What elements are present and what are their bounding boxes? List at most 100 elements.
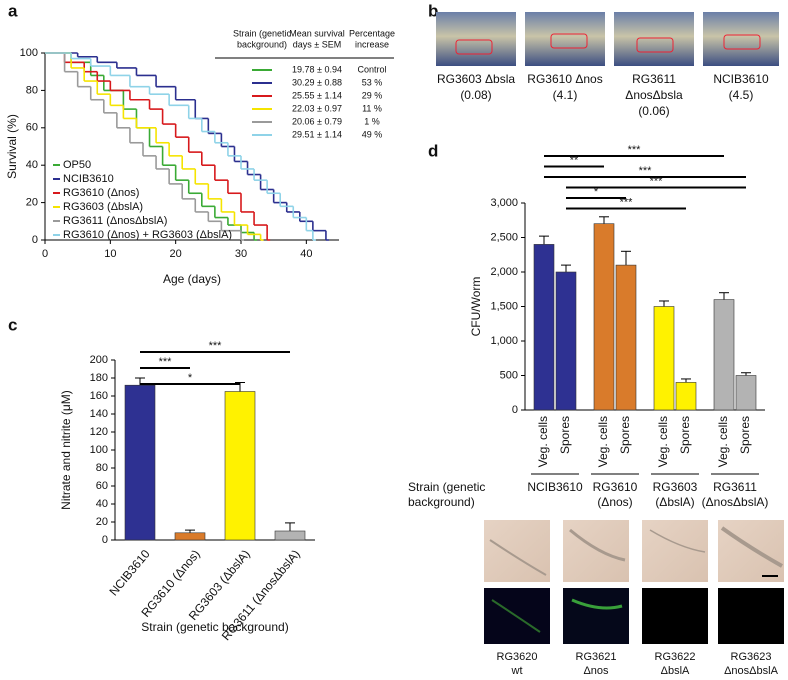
group-label: (ΔnosΔbslA) xyxy=(702,495,769,509)
photo-caption: RG3620 xyxy=(497,651,538,663)
y-axis-label: Nitrate and nitrite (μM) xyxy=(59,390,73,510)
photo-caption: ΔnosΔbsla xyxy=(625,88,683,102)
y-tick-label: 2,500 xyxy=(490,231,518,243)
y-tick-label: 1,500 xyxy=(490,300,518,312)
photo xyxy=(703,12,779,66)
group-title: background) xyxy=(408,495,475,509)
bar xyxy=(274,530,306,541)
y-tick-label: 0 xyxy=(32,234,38,246)
significance-label: ** xyxy=(570,154,579,166)
group-label: RG3603 xyxy=(653,480,698,494)
x-tick-label: 30 xyxy=(235,248,247,260)
photo xyxy=(563,520,629,582)
tube-photos xyxy=(436,12,779,66)
worm xyxy=(569,528,626,562)
fluorescence xyxy=(571,598,623,610)
photo-caption: RG3621 xyxy=(576,651,617,663)
y-tick-label: 80 xyxy=(96,462,108,474)
bar xyxy=(533,244,555,411)
x-tick-label: NCIB3610 xyxy=(106,547,153,599)
y-tick-label: 200 xyxy=(90,354,108,366)
photo-caption: (4.5) xyxy=(729,88,754,102)
y-tick-label: 120 xyxy=(90,426,108,438)
highlight-box xyxy=(723,34,761,50)
bar xyxy=(224,391,256,541)
significance-label: *** xyxy=(620,196,634,208)
photo xyxy=(563,588,629,644)
y-tick-label: 140 xyxy=(90,408,108,420)
table-cell: 29.51 ± 1.14 xyxy=(292,129,342,139)
y-tick-label: 180 xyxy=(90,372,108,384)
y-tick-label: 0 xyxy=(102,534,108,546)
photo-caption: ΔnosΔbslA xyxy=(724,665,778,677)
highlight-box xyxy=(455,39,493,55)
panel-label: d xyxy=(428,141,438,160)
table-header: Percentage xyxy=(349,28,395,38)
y-axis-label: CFU/Worm xyxy=(469,277,483,337)
bar xyxy=(735,375,757,411)
photo xyxy=(718,520,784,582)
photo xyxy=(525,12,605,66)
bar xyxy=(713,299,735,411)
significance-label: *** xyxy=(209,340,223,352)
bar xyxy=(653,306,675,411)
x-tick-label: Spores xyxy=(558,416,572,454)
worm xyxy=(489,539,547,576)
group-label: (Δnos) xyxy=(597,495,632,509)
table-cell: 25.55 ± 1.14 xyxy=(292,90,342,100)
table-cell: 20.06 ± 0.79 xyxy=(292,116,342,126)
worm xyxy=(649,529,706,553)
y-tick-label: 0 xyxy=(512,404,518,416)
table-header: Strain (genetic xyxy=(233,28,292,38)
y-tick-label: 60 xyxy=(26,122,38,134)
photo-caption: (4.1) xyxy=(553,88,578,102)
y-tick-label: 2,000 xyxy=(490,266,518,278)
group-label: RG3611 xyxy=(713,480,757,494)
photo-caption: RG3623 xyxy=(731,651,772,663)
table-header: days ± SEM xyxy=(293,39,341,49)
x-tick-label: Spores xyxy=(738,416,752,454)
x-tick-label: 0 xyxy=(42,248,48,260)
table-cell: 53 % xyxy=(362,77,383,87)
group-title: Strain (genetic xyxy=(408,480,485,494)
y-tick-label: 160 xyxy=(90,390,108,402)
table-cell: 11 % xyxy=(362,103,382,113)
bar xyxy=(675,382,697,411)
y-tick-label: 100 xyxy=(20,47,38,59)
table-cell: 29 % xyxy=(362,90,383,100)
x-tick-label: 40 xyxy=(300,248,312,260)
bar xyxy=(593,223,615,411)
table-cell: Control xyxy=(357,64,386,74)
x-tick-label: Spores xyxy=(618,416,632,454)
y-tick-label: 40 xyxy=(26,159,38,171)
y-axis-label: Survival (%) xyxy=(5,114,19,179)
y-tick-label: 20 xyxy=(96,516,108,528)
y-tick-label: 40 xyxy=(96,498,108,510)
photo-caption: Δnos xyxy=(583,665,609,677)
significance-label: *** xyxy=(639,165,653,177)
panel-label: b xyxy=(428,1,438,20)
table-header: Mean survival xyxy=(289,28,345,38)
legend-label: RG3610 (Δnos) + RG3603 (ΔbslA) xyxy=(63,229,232,241)
y-tick-label: 3,000 xyxy=(490,197,518,209)
significance-label: * xyxy=(188,372,193,384)
significance-label: *** xyxy=(628,144,642,156)
group-label: RG3610 xyxy=(593,480,638,494)
group-label: (ΔbslA) xyxy=(655,495,694,509)
x-tick-label: Veg. cells xyxy=(656,416,670,467)
y-tick-label: 100 xyxy=(90,444,108,456)
x-tick-label: 10 xyxy=(104,248,116,260)
table-cell: 1 % xyxy=(364,116,380,126)
table-cell: 49 % xyxy=(362,129,383,139)
worm-photos xyxy=(484,520,784,644)
photo-caption: RG3611 xyxy=(632,72,676,86)
y-tick-label: 80 xyxy=(26,84,38,96)
photo-caption: ΔbslA xyxy=(661,665,690,677)
legend-label: OP50 xyxy=(63,159,91,171)
photo-caption: NCIB3610 xyxy=(713,72,769,86)
highlight-box xyxy=(550,33,588,49)
bar xyxy=(555,271,577,411)
y-tick-label: 1,000 xyxy=(490,335,518,347)
worm xyxy=(720,526,783,568)
